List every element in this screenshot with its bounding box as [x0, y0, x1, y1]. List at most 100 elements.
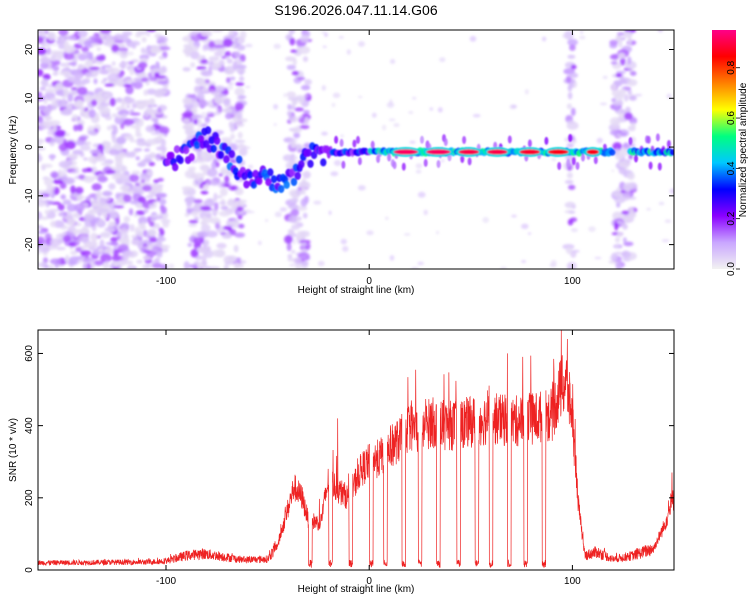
- noise-blob: [57, 203, 65, 211]
- ridge-blob: [527, 139, 532, 148]
- noise-blob: [38, 106, 44, 111]
- noise-blob: [621, 210, 630, 215]
- noise-blob: [289, 198, 299, 203]
- noise-blob: [238, 223, 245, 229]
- noise-blob: [200, 190, 209, 195]
- ridge-blob: [628, 137, 633, 146]
- noise-blob: [437, 107, 443, 113]
- noise-blob: [97, 175, 108, 183]
- noise-blob: [286, 91, 296, 98]
- ridge-blob: [420, 135, 424, 144]
- noise-blob: [551, 157, 557, 162]
- noise-blob: [296, 236, 300, 241]
- noise-blob: [144, 154, 151, 161]
- noise-blob: [204, 249, 214, 258]
- noise-blob: [77, 30, 88, 38]
- noise-blob: [249, 211, 255, 214]
- noise-blob: [357, 95, 363, 99]
- noise-blob: [182, 67, 191, 72]
- ridge-hot-segment: [487, 149, 508, 155]
- noise-blob: [106, 67, 115, 73]
- noise-blob: [612, 191, 623, 198]
- noise-blob: [38, 230, 46, 235]
- noise-blob: [72, 149, 84, 155]
- noise-blob: [159, 126, 170, 135]
- ridge-blob: [177, 156, 184, 165]
- noise-blob: [294, 107, 305, 112]
- noise-blob: [123, 216, 130, 223]
- noise-blob: [290, 209, 300, 217]
- noise-blob: [81, 168, 89, 173]
- noise-blob: [144, 148, 150, 152]
- noise-blob: [500, 266, 507, 269]
- noise-blob: [198, 100, 209, 107]
- noise-blob: [77, 64, 85, 70]
- noise-blob: [621, 250, 631, 259]
- noise-blob: [239, 30, 247, 39]
- noise-blob: [40, 261, 47, 268]
- noise-blob: [299, 191, 306, 195]
- noise-blob: [109, 97, 116, 107]
- ridge-blob: [307, 159, 314, 168]
- noise-blob: [612, 100, 623, 106]
- noise-blob: [565, 75, 572, 84]
- noise-blob: [38, 115, 44, 124]
- noise-blob: [150, 185, 159, 192]
- noise-blob: [208, 60, 214, 66]
- noise-blob: [78, 234, 90, 243]
- noise-blob: [146, 33, 151, 37]
- noise-blob: [104, 83, 115, 87]
- noise-blob: [228, 30, 234, 36]
- noise-blob: [55, 57, 63, 61]
- noise-blob: [627, 172, 635, 181]
- noise-blob: [207, 179, 216, 184]
- noise-blob: [58, 160, 71, 168]
- noise-blob: [357, 185, 366, 191]
- noise-blob: [82, 262, 88, 269]
- noise-blob: [234, 200, 245, 208]
- ridge-blob: [270, 175, 278, 184]
- noise-blob: [196, 263, 205, 269]
- noise-blob: [290, 104, 296, 111]
- noise-blob: [83, 39, 95, 48]
- noise-blob: [200, 165, 210, 171]
- noise-blob: [62, 235, 72, 243]
- noise-blob: [116, 136, 127, 145]
- ridge-blob: [256, 177, 263, 185]
- noise-blob: [49, 138, 57, 143]
- noise-blob: [122, 83, 133, 88]
- noise-blob: [117, 115, 123, 119]
- snr-x-axis: -100 0 100: [156, 330, 581, 587]
- noise-blob: [340, 134, 344, 138]
- noise-blob: [634, 93, 643, 97]
- noise-blob: [384, 216, 389, 221]
- noise-blob: [236, 258, 241, 262]
- noise-blob: [38, 236, 45, 245]
- noise-blob: [227, 66, 232, 75]
- noise-blob: [38, 138, 44, 143]
- ridge-blob: [593, 156, 598, 165]
- noise-blob: [96, 104, 105, 111]
- noise-blob: [615, 73, 623, 78]
- ridge-blob: [669, 149, 674, 156]
- noise-blob: [102, 191, 112, 197]
- noise-blob: [229, 123, 236, 133]
- x-tick-label: 100: [564, 576, 581, 587]
- noise-blob: [303, 110, 310, 115]
- noise-blob: [94, 157, 100, 161]
- ridge-blob: [467, 157, 472, 166]
- noise-blob: [44, 177, 54, 187]
- snr-frame: [37, 329, 675, 571]
- noise-blob: [112, 266, 119, 269]
- noise-blob: [614, 80, 623, 86]
- noise-blob: [141, 77, 149, 83]
- noise-blob: [236, 206, 243, 212]
- noise-blob: [300, 34, 310, 43]
- noise-blob: [596, 137, 603, 144]
- noise-blob: [112, 249, 119, 257]
- noise-blob: [629, 95, 637, 101]
- noise-blob: [213, 44, 226, 49]
- noise-blob: [429, 107, 434, 111]
- noise-blob: [646, 207, 651, 211]
- noise-blob: [103, 141, 112, 148]
